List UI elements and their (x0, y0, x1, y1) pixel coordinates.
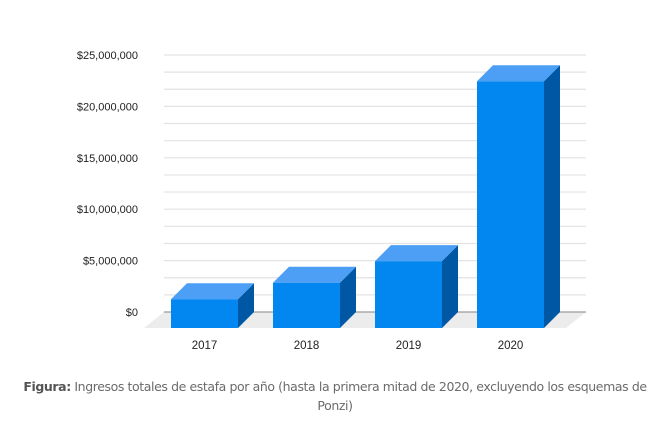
x-tick-label: 2019 (396, 340, 422, 352)
chart-floor (144, 312, 586, 328)
bar-chart: $0 $5,000,000 $10,000,000 $15,000,000 $20,00… (77, 50, 586, 352)
y-tick-label: $10,000,000 (77, 204, 138, 216)
bar-top-2018 (273, 266, 356, 283)
y-tick-label: $0 (126, 307, 138, 319)
x-tick-label: 2017 (192, 340, 218, 352)
bar-2017 (171, 299, 238, 328)
bar-top-2019 (375, 245, 458, 262)
bar-top-2017 (171, 283, 254, 300)
y-tick-label: $25,000,000 (77, 50, 138, 62)
caption-label: Figura: (23, 379, 71, 394)
bar-side-2017 (238, 283, 254, 328)
x-tick-label: 2018 (294, 340, 320, 352)
bar-2020 (477, 81, 544, 328)
caption-text: Ingresos totales de estafa por año (hast… (70, 379, 647, 413)
y-tick-label: $15,000,000 (77, 153, 138, 165)
figure-caption: Figura: Ingresos totales de estafa por a… (20, 377, 650, 415)
bar-2018 (273, 282, 340, 328)
bar-top-2020 (477, 65, 560, 82)
x-tick-label: 2020 (498, 340, 524, 352)
bar-side-2019 (442, 245, 458, 328)
bar-side-2020 (544, 65, 560, 328)
y-tick-label: $20,000,000 (77, 101, 138, 113)
bar-side-2018 (340, 266, 356, 328)
bar-2019 (375, 261, 442, 328)
y-tick-label: $5,000,000 (83, 256, 138, 268)
